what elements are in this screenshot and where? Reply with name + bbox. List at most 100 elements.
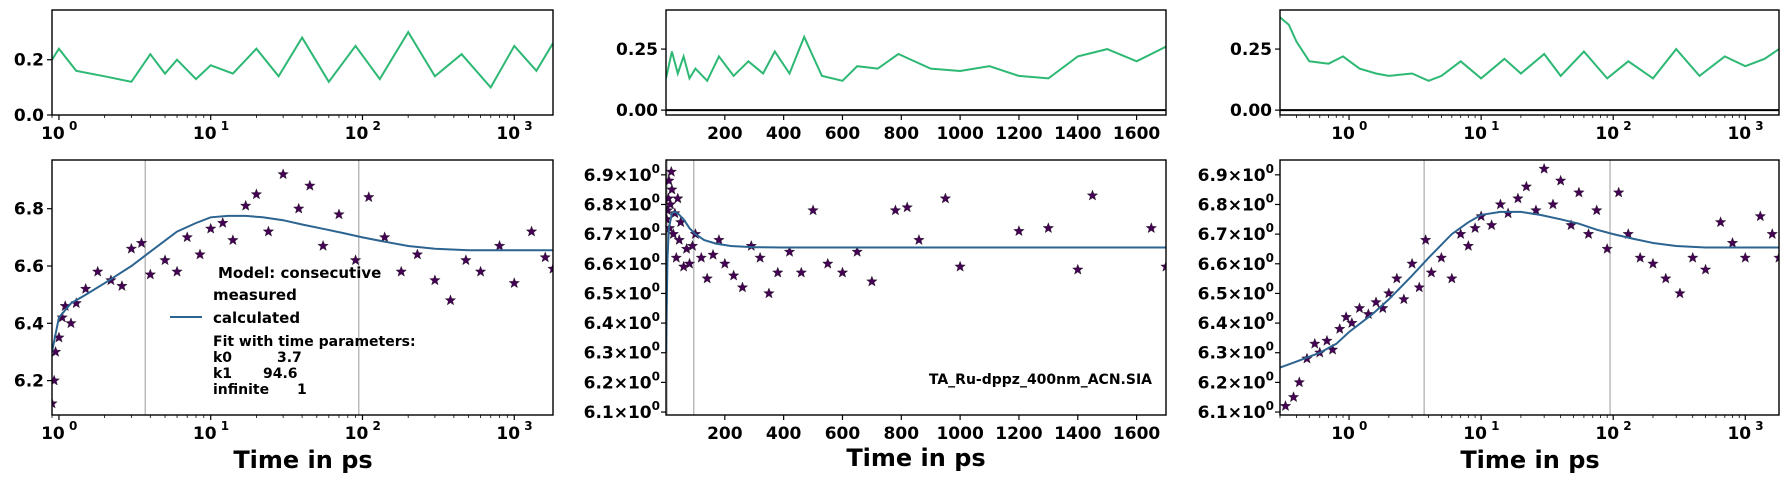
measured-point — [707, 248, 719, 260]
measured-point — [1601, 242, 1613, 254]
measured-point — [52, 397, 58, 409]
x-tick-exponent: 1 — [1491, 419, 1499, 433]
measured-point — [686, 239, 699, 251]
measured-point — [913, 233, 925, 245]
measured-point — [395, 265, 408, 277]
y-tick-exponent: 0 — [652, 251, 660, 265]
axes-frame — [1279, 9, 1780, 116]
plot-area-residual-middle — [666, 34, 1166, 112]
measured-point — [1340, 311, 1352, 323]
measured-point — [1391, 272, 1403, 284]
y-tick-label: 0.25 — [1230, 40, 1272, 60]
measured-point — [194, 248, 206, 260]
measured-point — [771, 266, 784, 278]
measured-point — [821, 257, 834, 269]
axes-frame — [1279, 159, 1780, 416]
measured-point — [216, 216, 229, 228]
measured-point — [1398, 293, 1410, 305]
x-tick-label: 10 — [1331, 424, 1355, 444]
measured-point — [713, 233, 725, 245]
measured-point — [52, 345, 62, 357]
y-tick-label: 6.6×100 — [584, 251, 660, 275]
x-tick-exponent: 1 — [1491, 119, 1499, 133]
measured-point — [736, 281, 749, 293]
measured-point — [1287, 391, 1300, 403]
x-tick-label: 10 — [1463, 424, 1487, 444]
measured-point — [901, 201, 913, 213]
measured-point — [1520, 180, 1533, 192]
x-tick-label: 10 — [41, 124, 65, 144]
measured-point — [493, 239, 506, 251]
plot-area-kinetics-right — [1280, 160, 1779, 415]
measured-point — [1160, 260, 1166, 272]
measured-point — [745, 239, 758, 251]
x-tick-exponent: 2 — [372, 419, 380, 433]
y-tick-label: 6.1×100 — [584, 399, 660, 423]
x-tick-label: 600 — [825, 424, 861, 444]
y-tick-label: 6.3×100 — [584, 340, 660, 364]
measured-point — [1446, 272, 1458, 284]
x-tick-label: 1200 — [995, 424, 1042, 444]
measured-point — [1674, 287, 1686, 299]
measured-point — [181, 231, 193, 243]
x-tick-label: 10 — [1595, 424, 1619, 444]
x-tick-label: 400 — [766, 424, 802, 444]
measured-point — [1699, 263, 1712, 275]
measured-point — [65, 317, 77, 329]
y-tick-exponent: 0 — [652, 399, 660, 413]
x-tick-label: 10 — [345, 424, 369, 444]
plot-area-residual-right — [1280, 16, 1779, 112]
measured-point — [727, 269, 740, 281]
plot-area-kinetics-left — [52, 160, 553, 415]
calculated-line — [52, 214, 553, 353]
measured-point — [1622, 228, 1635, 240]
x-tick-label: 1400 — [1054, 424, 1101, 444]
x-tick-label: 10 — [345, 124, 369, 144]
x-tick-label: 10 — [496, 124, 520, 144]
y-tick-label: 6.4 — [14, 314, 44, 334]
measured-point — [1659, 272, 1672, 284]
measured-point — [1494, 198, 1507, 210]
panel-residual-left: 0.00.210 0 10 1 10 2 10 3 — [14, 9, 554, 144]
y-tick-label: 6.4×100 — [584, 310, 660, 334]
measured-point — [1462, 239, 1475, 251]
x-tick-exponent: 1 — [221, 119, 229, 133]
measured-point — [292, 202, 305, 214]
x-tick-label: 1000 — [936, 424, 983, 444]
measured-point — [204, 222, 217, 234]
measured-point — [474, 265, 487, 277]
y-tick-label: 6.7×100 — [1198, 221, 1274, 245]
measured-point — [239, 199, 252, 211]
x-tick-label: 1000 — [936, 124, 983, 144]
measured-point — [666, 183, 678, 195]
x-tick-label: 10 — [1727, 124, 1751, 144]
measured-point — [670, 251, 683, 263]
measured-point — [836, 266, 849, 278]
measured-point — [683, 257, 696, 269]
x-tick-exponent: 2 — [372, 119, 380, 133]
measured-point — [378, 231, 391, 243]
measured-point — [1634, 251, 1646, 263]
plot-area-kinetics-middle — [666, 160, 1166, 415]
y-tick-exponent: 0 — [652, 221, 660, 235]
x-tick-label: 10 — [193, 124, 217, 144]
measured-point — [135, 237, 148, 249]
panel-kinetics-middle: 6.1×100 6.2×100 6.3×100 6.4×100 6.5×100 6.6×1… — [584, 159, 1167, 444]
y-tick-label: 0.00 — [616, 101, 658, 121]
measured-point — [695, 251, 708, 263]
x-tick-exponent: 3 — [524, 119, 532, 133]
measured-point — [1647, 257, 1659, 269]
axes-frame — [665, 9, 1167, 116]
y-tick-exponent: 0 — [652, 191, 660, 205]
y-tick-exponent: 0 — [1266, 310, 1274, 324]
x-tick-label: 1600 — [1113, 424, 1160, 444]
y-tick-label: 6.2×100 — [584, 369, 660, 393]
y-tick-exponent: 0 — [652, 340, 660, 354]
x-tick-label: 10 — [1463, 124, 1487, 144]
x-tick-label: 10 — [193, 424, 217, 444]
measured-point — [719, 257, 731, 269]
measured-point — [1485, 219, 1498, 231]
y-tick-label: 6.2 — [14, 372, 44, 392]
measured-point — [673, 233, 686, 245]
measured-point — [508, 277, 521, 289]
